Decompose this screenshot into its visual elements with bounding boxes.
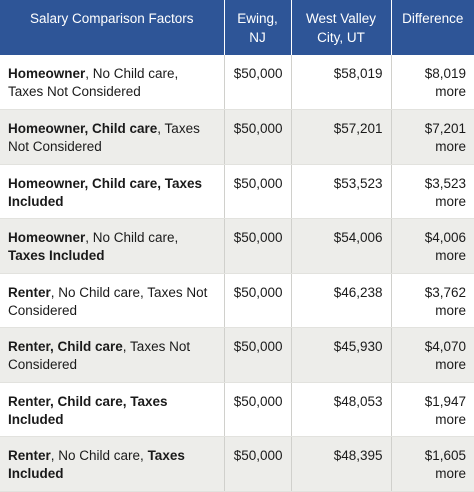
difference-word: more [435, 411, 466, 427]
table-row: Homeowner, No Child care, Taxes Included… [0, 218, 474, 274]
city2-salary-cell: $57,201 [291, 109, 392, 165]
factor-bold-tail: Taxes Included [8, 448, 185, 481]
difference-amount: $1,947 [424, 393, 466, 409]
header-city1: Ewing, NJ [224, 0, 292, 55]
factor-cell: Renter, Child care, Taxes Included [0, 382, 225, 437]
difference-amount: $7,201 [424, 121, 466, 136]
city1-salary-cell: $50,000 [224, 382, 292, 437]
difference-word: more [435, 139, 466, 154]
factor-bold: Homeowner [8, 66, 86, 81]
difference-cell: $1,947 more [391, 382, 474, 437]
city1-salary-cell: $50,000 [224, 273, 292, 328]
table-row: Renter, Child care, Taxes Included $50,0… [0, 382, 474, 437]
header-city1-line2: NJ [249, 30, 266, 45]
header-city1-line1: Ewing, [237, 11, 278, 26]
factor-bold: Renter, Child care, Taxes Included [8, 393, 168, 427]
header-difference: Difference [391, 0, 474, 55]
factor-bold: Homeowner, Child care, Taxes Included [8, 175, 203, 209]
city2-salary-cell: $58,019 [291, 55, 392, 110]
factor-cell: Homeowner, No Child care, Taxes Included [0, 218, 225, 274]
factor-rest: , No Child care, Taxes Not Considered [8, 284, 208, 318]
table-row: Renter, No Child care, Taxes Included $5… [0, 436, 474, 492]
difference-cell: $4,006 more [391, 218, 474, 274]
city2-salary-cell: $53,523 [291, 164, 392, 219]
factor-cell: Renter, No Child care, Taxes Not Conside… [0, 273, 225, 328]
factor-rest: , No Child care, Taxes Not Considered [8, 66, 179, 99]
difference-cell: $8,019 more [391, 55, 474, 110]
difference-word: more [435, 193, 466, 209]
table-row: Renter, Child care, Taxes Not Considered… [0, 327, 474, 383]
difference-cell: $3,762 more [391, 273, 474, 328]
difference-amount: $1,605 [424, 448, 466, 463]
factor-rest: , No Child care, [50, 448, 148, 463]
difference-cell: $7,201 more [391, 109, 474, 165]
header-row: Salary Comparison Factors Ewing, NJ West… [0, 0, 474, 55]
city1-salary-cell: $50,000 [224, 109, 292, 165]
difference-cell: $3,523 more [391, 164, 474, 219]
city2-salary-cell: $48,395 [291, 436, 392, 492]
city2-salary-cell: $45,930 [291, 327, 392, 383]
factor-bold: Homeowner, Child care [8, 121, 158, 136]
factor-cell: Homeowner, Child care, Taxes Not Conside… [0, 109, 225, 165]
header-city2-line2: City, UT [317, 30, 365, 45]
header-factors: Salary Comparison Factors [0, 0, 225, 55]
city1-salary-cell: $50,000 [224, 327, 292, 383]
difference-cell: $1,605 more [391, 436, 474, 492]
header-city2: West Valley City, UT [291, 0, 392, 55]
difference-word: more [435, 466, 466, 481]
city1-salary-cell: $50,000 [224, 218, 292, 274]
factor-bold: Homeowner [8, 230, 86, 245]
factor-bold: Renter, Child care [8, 339, 123, 354]
factor-rest: , Taxes Not Considered [8, 121, 200, 154]
table-header: Salary Comparison Factors Ewing, NJ West… [0, 0, 474, 55]
city1-salary-cell: $50,000 [224, 436, 292, 492]
difference-word: more [435, 357, 466, 372]
city2-salary-cell: $48,053 [291, 382, 392, 437]
city2-salary-cell: $54,006 [291, 218, 392, 274]
difference-amount: $4,006 [424, 230, 466, 245]
table-row: Homeowner, Child care, Taxes Included $5… [0, 164, 474, 219]
difference-amount: $3,523 [424, 175, 466, 191]
table-row: Renter, No Child care, Taxes Not Conside… [0, 273, 474, 328]
factor-cell: Homeowner, No Child care, Taxes Not Cons… [0, 55, 225, 110]
table-row: Homeowner, Child care, Taxes Not Conside… [0, 109, 474, 165]
factor-bold: Renter [8, 284, 51, 300]
factor-rest: , Taxes Not Considered [8, 339, 191, 372]
city2-salary-cell: $46,238 [291, 273, 392, 328]
factor-bold: Renter [8, 448, 51, 463]
table-body: Homeowner, No Child care, Taxes Not Cons… [0, 55, 474, 492]
difference-word: more [435, 248, 466, 263]
difference-amount: $3,762 [424, 284, 466, 300]
factor-cell: Renter, No Child care, Taxes Included [0, 436, 225, 492]
difference-amount: $8,019 [424, 66, 466, 81]
table-row: Homeowner, No Child care, Taxes Not Cons… [0, 55, 474, 110]
difference-word: more [435, 84, 466, 99]
city1-salary-cell: $50,000 [224, 164, 292, 219]
factor-bold-tail: Taxes Included [8, 248, 105, 263]
factor-cell: Homeowner, Child care, Taxes Included [0, 164, 225, 219]
city1-salary-cell: $50,000 [224, 55, 292, 110]
factor-cell: Renter, Child care, Taxes Not Considered [0, 327, 225, 383]
difference-cell: $4,070 more [391, 327, 474, 383]
header-city2-line1: West Valley [305, 11, 377, 26]
factor-rest: , No Child care, [85, 230, 179, 245]
difference-amount: $4,070 [424, 339, 466, 354]
difference-word: more [435, 302, 466, 318]
